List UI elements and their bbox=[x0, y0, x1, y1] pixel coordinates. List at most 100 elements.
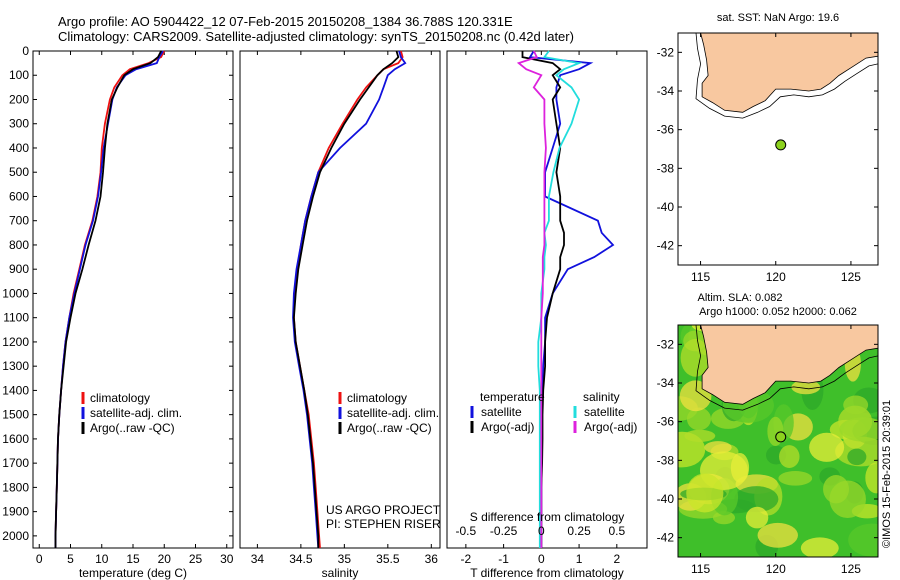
sla-anomaly-patch bbox=[730, 452, 750, 483]
sla-anomaly-patch bbox=[686, 473, 724, 513]
legend-entry: climatology bbox=[347, 391, 407, 405]
x-axis-label: temperature (deg C) bbox=[79, 566, 187, 580]
legend-entry: satellite bbox=[584, 405, 625, 419]
series-line-argo-raw-qc- bbox=[54, 50, 162, 548]
x-axis-label: salinity bbox=[322, 566, 359, 580]
x-tick-label: 36 bbox=[425, 552, 439, 566]
map-frame bbox=[677, 324, 879, 558]
y-tick-label: 1300 bbox=[2, 359, 29, 373]
x2-tick-label: -0.5 bbox=[456, 524, 477, 538]
map-y-tick-label: -34 bbox=[657, 84, 675, 98]
map-x-tick-label: 125 bbox=[841, 562, 861, 576]
series-line-argo-raw-qc- bbox=[292, 50, 400, 548]
sla-anomaly-patch bbox=[839, 417, 878, 442]
x-tick-label: 34.5 bbox=[289, 552, 313, 566]
sla-map-panel: 115 120 125 -32 -34 -36 -38 -40 -42 Altim. SLA: 0… bbox=[657, 292, 879, 576]
x-tick-label: 2 bbox=[613, 552, 620, 566]
legend-entry: Argo(..raw -QC) bbox=[90, 421, 175, 435]
map-y-tick-label: -42 bbox=[657, 239, 675, 253]
legend-title-salinity: salinity bbox=[583, 390, 620, 404]
sla-anomaly-patch bbox=[829, 480, 866, 519]
map-title: sat. SST: NaN Argo: 19.6 bbox=[717, 12, 839, 24]
plot-frame bbox=[239, 50, 441, 549]
project-label: US ARGO PROJECT bbox=[326, 503, 441, 517]
y-tick-label: 200 bbox=[9, 92, 29, 106]
land-australia bbox=[700, 325, 878, 405]
y-tick-label: 900 bbox=[9, 262, 29, 276]
x-axis-label: T difference from climatology bbox=[470, 566, 624, 580]
x-tick-label: 5 bbox=[67, 552, 74, 566]
y-tick-label: 500 bbox=[9, 165, 29, 179]
y-tick-label: 1600 bbox=[2, 432, 29, 446]
x-tick-label: 10 bbox=[95, 552, 109, 566]
x-tick-label: 20 bbox=[158, 552, 172, 566]
map-x-tick-label: 120 bbox=[766, 562, 786, 576]
map-y-tick-label: -36 bbox=[657, 123, 675, 137]
y-tick-label: 800 bbox=[9, 238, 29, 252]
sla-anomaly-patch bbox=[712, 511, 736, 525]
map-y-tick-label: -38 bbox=[657, 161, 675, 175]
pi-label: PI: STEPHEN RISER bbox=[326, 517, 441, 531]
sla-anomaly-patch bbox=[800, 537, 839, 557]
x-tick-label: 35.5 bbox=[376, 552, 400, 566]
legend-entry: Argo(-adj) bbox=[584, 420, 637, 434]
map-y-tick-label: -34 bbox=[657, 376, 675, 390]
y-tick-label: 100 bbox=[9, 68, 29, 82]
sla-anomaly-patch bbox=[680, 338, 711, 377]
series-line-salinity-argo-adj- bbox=[516, 50, 547, 548]
sla-anomaly-patch bbox=[757, 522, 798, 548]
y-tick-label: 400 bbox=[9, 141, 29, 155]
map-frame bbox=[677, 32, 879, 266]
y-tick-label: 2000 bbox=[2, 529, 29, 543]
sla-anomaly-patch bbox=[848, 523, 878, 557]
y-tick-label: 1200 bbox=[2, 335, 29, 349]
map-y-tick-label: -36 bbox=[657, 415, 675, 429]
sla-anomaly-patch bbox=[778, 471, 813, 486]
y-tick-label: 600 bbox=[9, 189, 29, 203]
figure-title-line1: Argo profile: AO 5904422_12 07-Feb-2015 … bbox=[58, 14, 513, 29]
sla-anomaly-patch bbox=[843, 395, 869, 415]
legend-entry: satellite-adj. clim. bbox=[347, 406, 439, 420]
difference-profile-panel: -2 -1 0 1 2T difference from climatology -0.5… bbox=[446, 50, 648, 580]
figure-title-line2: Climatology: CARS2009. Satellite-adjuste… bbox=[58, 29, 574, 44]
x-tick-label: 1 bbox=[576, 552, 583, 566]
x-tick-label: 15 bbox=[126, 552, 140, 566]
series-line-salinity-satellite bbox=[537, 50, 583, 548]
legend-entry: Argo(..raw -QC) bbox=[347, 421, 432, 435]
y-tick-label: 1000 bbox=[2, 286, 29, 300]
argo-float-marker bbox=[775, 431, 787, 443]
x-tick-label: 25 bbox=[189, 552, 203, 566]
x-tick-label: 35 bbox=[338, 552, 352, 566]
x2-tick-label: -0.25 bbox=[490, 524, 518, 538]
map-x-tick-label: 115 bbox=[691, 270, 710, 284]
sla-anomaly-patch bbox=[865, 462, 878, 494]
y-tick-label: 1800 bbox=[2, 480, 29, 494]
map-x-tick-label: 115 bbox=[691, 562, 710, 576]
y-tick-label: 300 bbox=[9, 117, 29, 131]
x-tick-label: 0 bbox=[36, 552, 43, 566]
map-title-argo-height: Argo h1000: 0.052 h2000: 0.062 bbox=[699, 306, 857, 318]
sla-anomaly-patch bbox=[686, 407, 711, 431]
x-tick-label: 34 bbox=[251, 552, 265, 566]
sla-anomaly-patch bbox=[791, 380, 821, 395]
plot-frame bbox=[32, 50, 234, 549]
map-y-tick-label: -38 bbox=[657, 453, 675, 467]
sla-anomaly-patch bbox=[745, 506, 769, 529]
y-tick-label: 700 bbox=[9, 214, 29, 228]
x2-tick-label: 0.25 bbox=[567, 524, 591, 538]
land-australia bbox=[700, 33, 878, 113]
sla-anomaly-patch bbox=[734, 486, 779, 513]
series-line-temperature-argo-adj- bbox=[521, 51, 565, 548]
x2-tick-label: 0 bbox=[538, 524, 545, 538]
sla-anomaly-patch bbox=[779, 445, 800, 469]
legend-entry: Argo(-adj) bbox=[481, 420, 534, 434]
legend-entry: satellite-adj. clim. bbox=[90, 406, 182, 420]
map-y-tick-label: -40 bbox=[657, 200, 675, 214]
y-tick-label: 1500 bbox=[2, 408, 29, 422]
map-y-tick-label: -42 bbox=[657, 531, 675, 545]
x2-tick-label: 0.5 bbox=[608, 524, 625, 538]
map-x-tick-label: 125 bbox=[841, 270, 861, 284]
